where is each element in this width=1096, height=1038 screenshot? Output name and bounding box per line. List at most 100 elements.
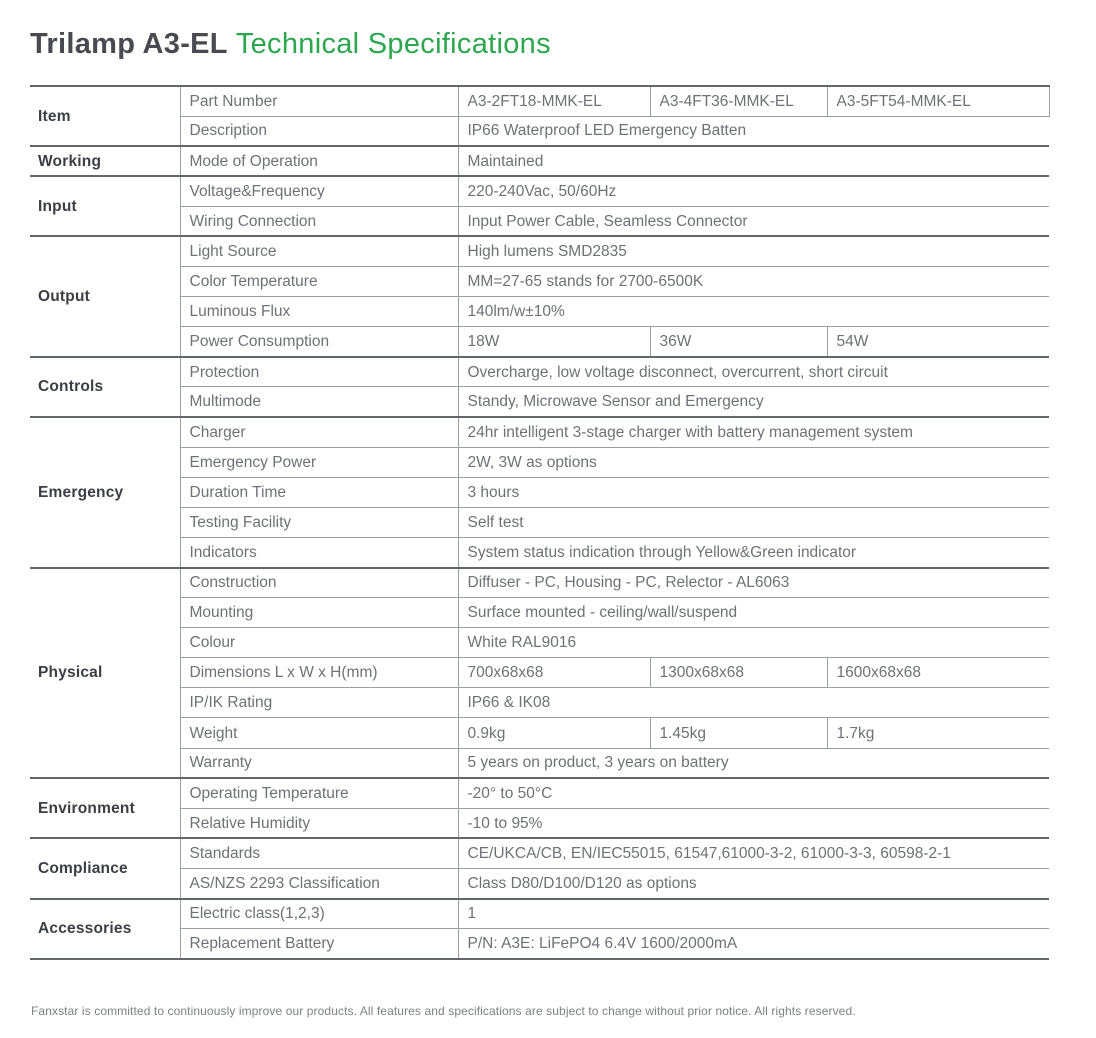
spec-value: 220-240Vac, 50/60Hz — [457, 175, 1049, 207]
spec-label: Multimode — [179, 386, 458, 418]
spec-row: Replacement Battery P/N: A3E: LiFePO4 6.… — [30, 928, 1049, 959]
title-suffix: Technical Specifications — [235, 28, 551, 60]
product-name: Trilamp A3-EL — [30, 28, 228, 60]
category-cell: Emergency — [30, 416, 180, 568]
spec-value: 1.7kg — [826, 717, 1049, 749]
category-cell: Item — [30, 84, 180, 147]
spec-row: Compliance Standards CE/UKCA/CB, EN/IEC5… — [30, 837, 1049, 899]
spec-label: Luminous Flux — [179, 296, 458, 327]
spec-value: White RAL9016 — [457, 627, 1049, 658]
spec-row: Environment Operating Temperature -20° t… — [30, 777, 1049, 839]
spec-value: 1 — [457, 897, 1049, 929]
spec-label: IP/IK Rating — [179, 687, 458, 718]
spec-row: Input Voltage&Frequency 220-240Vac, 50/6… — [30, 175, 1049, 237]
spec-row: Duration Time 3 hours — [30, 476, 1049, 508]
spec-row: Power Consumption 18W 36W 54W — [30, 326, 1049, 357]
spec-label: Light Source — [179, 235, 458, 267]
spec-label: Warranty — [179, 747, 458, 779]
spec-label: Charger — [179, 416, 458, 448]
spec-value: P/N: A3E: LiFePO4 6.4V 1600/2000mA — [457, 928, 1049, 959]
spec-label: Wiring Connection — [179, 205, 458, 237]
spec-row: Description IP66 Waterproof LED Emergenc… — [30, 115, 1049, 147]
category-cell: Input — [30, 175, 180, 237]
spec-label: AS/NZS 2293 Classification — [179, 867, 458, 899]
spec-value: Class D80/D100/D120 as options — [457, 867, 1049, 899]
spec-row: Color Temperature MM=27-65 stands for 27… — [30, 266, 1049, 297]
spec-value: 700x68x68 — [457, 657, 650, 688]
spec-value: 18W — [457, 326, 650, 357]
spec-row: Mounting Surface mounted - ceiling/wall/… — [30, 597, 1049, 628]
spec-row: Relative Humidity -10 to 95% — [30, 807, 1049, 839]
spec-label: Electric class(1,2,3) — [179, 897, 458, 929]
category-cell: Environment — [30, 777, 180, 839]
spec-value: Maintained — [457, 145, 1049, 177]
spec-label: Indicators — [179, 536, 458, 568]
spec-value: 140lm/w±10% — [457, 296, 1049, 327]
category-cell: Accessories — [30, 897, 180, 959]
spec-value: Overcharge, low voltage disconnect, over… — [457, 355, 1049, 387]
category-cell: Controls — [30, 355, 180, 418]
spec-row: Controls Protection Overcharge, low volt… — [30, 355, 1049, 418]
spec-value: Standy, Microwave Sensor and Emergency — [457, 386, 1049, 418]
category-cell: Compliance — [30, 837, 180, 899]
spec-row: Physical Construction Diffuser - PC, Hou… — [30, 566, 1049, 779]
spec-row: Indicators System status indication thro… — [30, 536, 1049, 568]
spec-label: Color Temperature — [179, 266, 458, 297]
spec-label: Weight — [179, 717, 458, 749]
spec-table: Item Part Number A3-2FT18-MMK-EL A3-4FT3… — [30, 84, 1050, 960]
spec-value: A3-5FT54-MMK-EL — [826, 84, 1050, 117]
spec-value: Diffuser - PC, Housing - PC, Relector - … — [457, 566, 1049, 598]
spec-value: High lumens SMD2835 — [457, 235, 1049, 267]
spec-label: Mounting — [179, 597, 458, 628]
spec-label: Standards — [179, 837, 458, 869]
spec-row: Colour White RAL9016 — [30, 627, 1049, 658]
spec-label: Operating Temperature — [179, 777, 458, 809]
spec-label: Power Consumption — [179, 326, 458, 357]
footer-note: Fanxstar is committed to continuously im… — [31, 1004, 856, 1018]
spec-row: Emergency Charger 24hr intelligent 3-sta… — [30, 416, 1049, 568]
spec-value: 1600x68x68 — [826, 657, 1049, 688]
spec-label: Mode of Operation — [179, 145, 458, 177]
spec-value: CE/UKCA/CB, EN/IEC55015, 61547,61000-3-2… — [457, 837, 1049, 869]
spec-label: Testing Facility — [179, 506, 458, 538]
spec-row: Working Mode of Operation Maintained — [30, 145, 1049, 177]
spec-row: Wiring Connection Input Power Cable, Sea… — [30, 205, 1049, 237]
spec-value: Input Power Cable, Seamless Connector — [457, 205, 1049, 237]
spec-value: Surface mounted - ceiling/wall/suspend — [457, 597, 1049, 628]
spec-label: Duration Time — [179, 476, 458, 508]
spec-row: Weight 0.9kg 1.45kg 1.7kg — [30, 717, 1049, 749]
spec-label: Construction — [179, 566, 458, 598]
spec-label: Description — [179, 115, 458, 147]
spec-value: -10 to 95% — [457, 807, 1049, 839]
spec-label: Replacement Battery — [179, 928, 458, 959]
spec-value: 0.9kg — [457, 717, 650, 749]
category-cell: Output — [30, 235, 180, 357]
spec-row: Output Light Source High lumens SMD2835 — [30, 235, 1049, 357]
spec-value: 36W — [649, 326, 827, 357]
spec-label: Colour — [179, 627, 458, 658]
spec-value: -20° to 50°C — [457, 777, 1049, 809]
spec-value: System status indication through Yellow&… — [457, 536, 1049, 568]
spec-value: 54W — [826, 326, 1049, 357]
category-cell: Working — [30, 145, 180, 177]
spec-value: IP66 & IK08 — [457, 687, 1049, 718]
spec-value: 24hr intelligent 3-stage charger with ba… — [457, 416, 1049, 448]
category-cell: Physical — [30, 566, 180, 779]
spec-value: A3-2FT18-MMK-EL — [457, 84, 650, 117]
spec-row: Accessories Electric class(1,2,3) 1 — [30, 897, 1049, 959]
spec-value: 1.45kg — [649, 717, 827, 749]
spec-value: 3 hours — [457, 476, 1049, 508]
page-title: Trilamp A3-EL Technical Specifications — [30, 28, 551, 61]
spec-row: Item Part Number A3-2FT18-MMK-EL A3-4FT3… — [30, 84, 1050, 147]
spec-row: Testing Facility Self test — [30, 506, 1049, 538]
spec-value: 5 years on product, 3 years on battery — [457, 747, 1049, 779]
spec-label: Dimensions L x W x H(mm) — [179, 657, 458, 688]
spec-label: Relative Humidity — [179, 807, 458, 839]
spec-row: Emergency Power 2W, 3W as options — [30, 446, 1049, 478]
spec-value: Self test — [457, 506, 1049, 538]
spec-label: Protection — [179, 355, 458, 387]
spec-row: Warranty 5 years on product, 3 years on … — [30, 747, 1049, 779]
spec-row: Luminous Flux 140lm/w±10% — [30, 296, 1049, 327]
spec-row: Dimensions L x W x H(mm) 700x68x68 1300x… — [30, 657, 1049, 688]
